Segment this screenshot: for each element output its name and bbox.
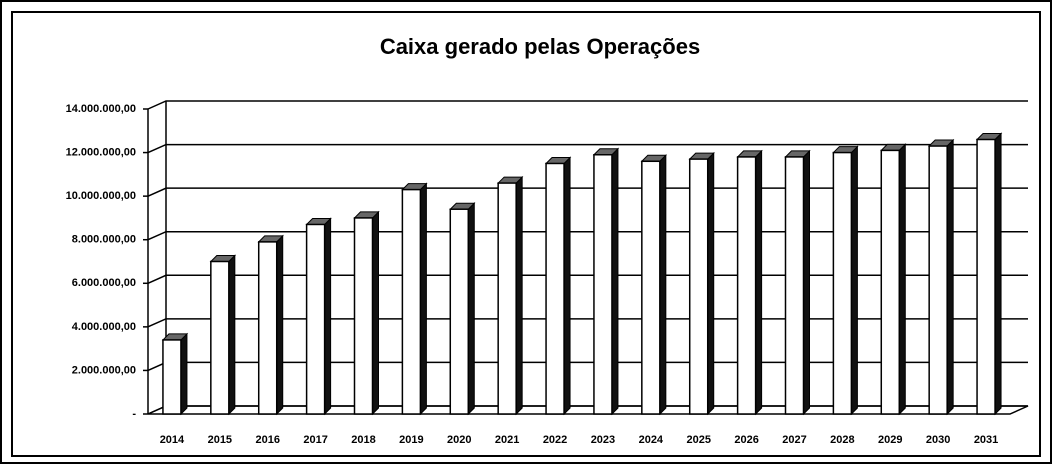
bar-side xyxy=(946,138,954,416)
bar xyxy=(976,138,996,415)
bar xyxy=(736,156,757,415)
bar xyxy=(593,154,613,415)
bar-side xyxy=(180,332,188,416)
x-tick-label: 2021 xyxy=(495,434,519,446)
bar-side xyxy=(803,149,810,416)
y-tick-label: 12.000.000,00 xyxy=(66,146,136,158)
bar xyxy=(928,145,948,415)
chart-title: Caixa gerado pelas Operações xyxy=(380,34,700,59)
y-tick-label: 2.000.000,00 xyxy=(72,364,136,376)
x-tick-label: 2024 xyxy=(639,434,664,446)
x-tick-label: 2030 xyxy=(926,434,950,446)
bar xyxy=(162,339,182,415)
bar-side xyxy=(324,217,332,416)
bar xyxy=(784,156,805,415)
bar-side xyxy=(515,175,523,416)
bar xyxy=(641,160,661,415)
x-tick-label: 2020 xyxy=(447,434,471,446)
y-tick-label: 10.000.000,00 xyxy=(66,190,136,202)
y-tick-label: 8.000.000,00 xyxy=(72,234,136,246)
y-tick-label: 4.000.000,00 xyxy=(72,321,136,333)
bar-side xyxy=(755,149,763,416)
grid-line xyxy=(147,143,1028,154)
bar xyxy=(353,217,374,415)
bar-side xyxy=(467,202,475,416)
bar-side xyxy=(659,154,667,416)
x-tick-label: 2018 xyxy=(351,434,375,446)
bar xyxy=(257,241,278,415)
bar xyxy=(210,260,230,415)
bar xyxy=(688,158,709,415)
x-tick-label: 2014 xyxy=(160,434,185,446)
x-tick-label: 2022 xyxy=(543,434,567,446)
bar-side xyxy=(228,254,236,416)
bar-side xyxy=(994,132,1002,416)
x-tick-label: 2026 xyxy=(734,434,758,446)
bar xyxy=(832,151,853,415)
x-tick-label: 2019 xyxy=(399,434,423,446)
bar-side xyxy=(850,145,858,416)
bar-side xyxy=(707,151,715,416)
x-tick-label: 2016 xyxy=(255,434,279,446)
x-tick-label: 2023 xyxy=(591,434,615,446)
grid-line xyxy=(147,100,1028,110)
bar xyxy=(880,149,901,415)
bar xyxy=(401,188,422,415)
bar xyxy=(305,223,326,415)
bar-side xyxy=(276,234,284,416)
x-tick-label: 2027 xyxy=(782,434,806,446)
y-tick-label: 6.000.000,00 xyxy=(72,277,136,289)
x-tick-label: 2017 xyxy=(303,434,327,446)
x-tick-label: 2028 xyxy=(830,434,854,446)
x-tick-label: 2025 xyxy=(686,434,710,446)
bar xyxy=(545,162,565,415)
bar-side xyxy=(419,182,427,416)
x-tick-label: 2031 xyxy=(974,434,998,446)
bar-side xyxy=(563,156,571,416)
bar xyxy=(449,208,470,415)
bar-side xyxy=(611,147,619,416)
bar xyxy=(497,182,517,415)
x-tick-label: 2015 xyxy=(208,434,232,446)
x-tick-label: 2029 xyxy=(878,434,902,446)
y-tick-label: - xyxy=(132,408,136,420)
y-tick-label: 14.000.000,00 xyxy=(66,103,136,115)
bar-side xyxy=(372,210,379,416)
bar-side xyxy=(898,143,906,416)
